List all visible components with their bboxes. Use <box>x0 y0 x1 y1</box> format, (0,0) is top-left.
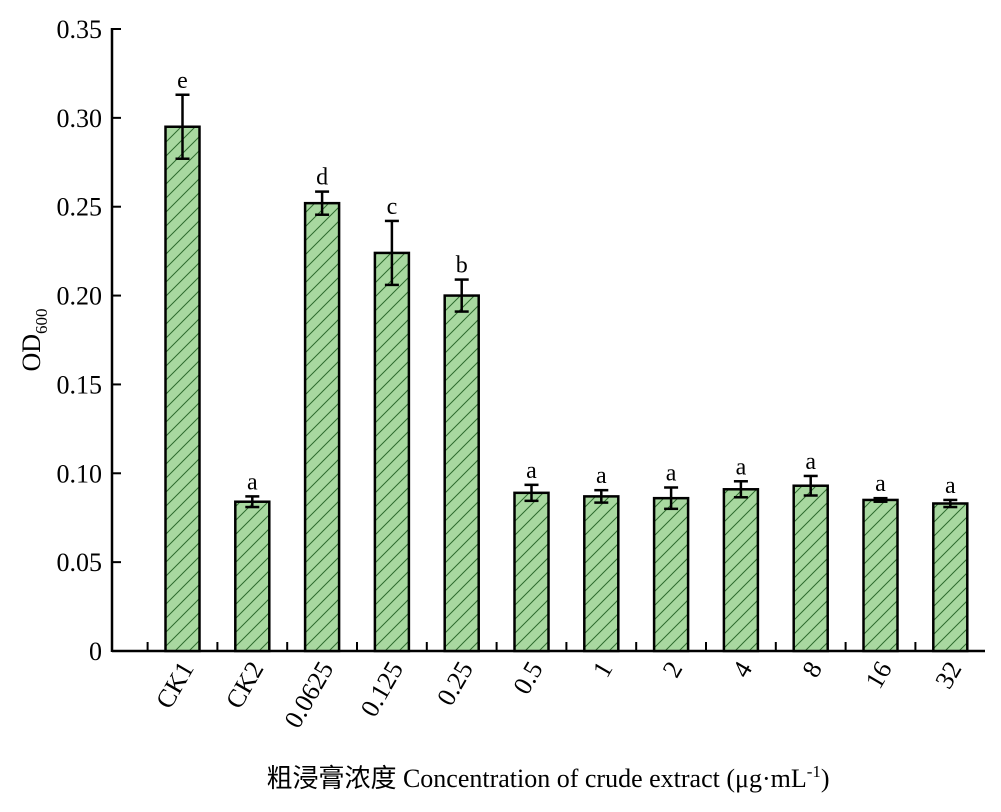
bar <box>234 500 271 653</box>
significance-letter: a <box>666 461 677 487</box>
svg-text:粗浸膏浓度 Concentration of crude e: 粗浸膏浓度 Concentration of crude extract (μg… <box>266 762 829 793</box>
bar <box>932 502 969 653</box>
significance-letter: a <box>736 454 747 480</box>
x-axis-label-end: ) <box>821 764 830 793</box>
bar <box>373 251 411 653</box>
x-tick-label: 0.5 <box>507 657 548 700</box>
y-tick-label: 0.20 <box>57 282 103 311</box>
x-tick-label: CK2 <box>220 657 270 714</box>
x-tick-label: 1 <box>587 657 619 683</box>
y-axis-label: OD600 <box>17 308 51 371</box>
y-tick-label: 0.05 <box>57 548 103 577</box>
bar <box>792 484 829 653</box>
y-tick-label: 0.30 <box>57 104 103 133</box>
x-tick-label: 4 <box>726 657 758 683</box>
significance-letter: a <box>247 469 258 495</box>
svg-text:OD600: OD600 <box>17 308 51 371</box>
x-axis-label-main: 粗浸膏浓度 Concentration of crude extract (μg… <box>266 764 806 793</box>
significance-letter: c <box>387 194 398 220</box>
x-axis-label-superscript: -1 <box>807 762 821 781</box>
x-tick-label: 16 <box>860 657 898 694</box>
x-tick-label: 32 <box>929 657 967 694</box>
y-axis-label-subscript: 600 <box>32 308 51 334</box>
y-tick-label: 0 <box>89 637 102 666</box>
y-tick-label: 0.25 <box>57 193 103 222</box>
significance-letter: d <box>316 165 328 191</box>
significance-letter: a <box>596 463 607 489</box>
significance-letter: b <box>456 253 468 279</box>
significance-letter: a <box>875 471 886 497</box>
x-tick-label: 0.0625 <box>278 657 339 733</box>
x-tick-label: 0.125 <box>355 657 409 722</box>
bar <box>443 294 480 653</box>
x-tick-label: 2 <box>657 657 689 683</box>
bar <box>164 125 201 653</box>
bar <box>513 491 550 653</box>
significance-letter: a <box>526 458 537 484</box>
significance-letter: e <box>177 68 188 94</box>
plot-area: 0 0.05 0.10 0.15 0.20 0.25 0.30 0.35 e CK1 a CK2 d 0.… <box>57 15 985 733</box>
y-axis-label-main: OD <box>17 334 46 372</box>
x-axis-label: 粗浸膏浓度 Concentration of crude extract (μg… <box>266 762 829 793</box>
y-tick-label: 0.15 <box>57 370 103 399</box>
y-tick-label: 0.10 <box>57 459 103 488</box>
y-tick-label: 0.35 <box>57 15 103 44</box>
x-tick-label: 0.25 <box>431 657 479 711</box>
bar <box>652 496 690 653</box>
bar <box>722 488 760 653</box>
x-tick-label: CK1 <box>150 657 200 714</box>
bar <box>862 498 899 653</box>
bar <box>303 201 341 653</box>
bar <box>583 495 620 653</box>
significance-letter: a <box>805 449 816 475</box>
significance-letter: a <box>945 473 956 499</box>
x-tick-label: 8 <box>796 657 828 683</box>
